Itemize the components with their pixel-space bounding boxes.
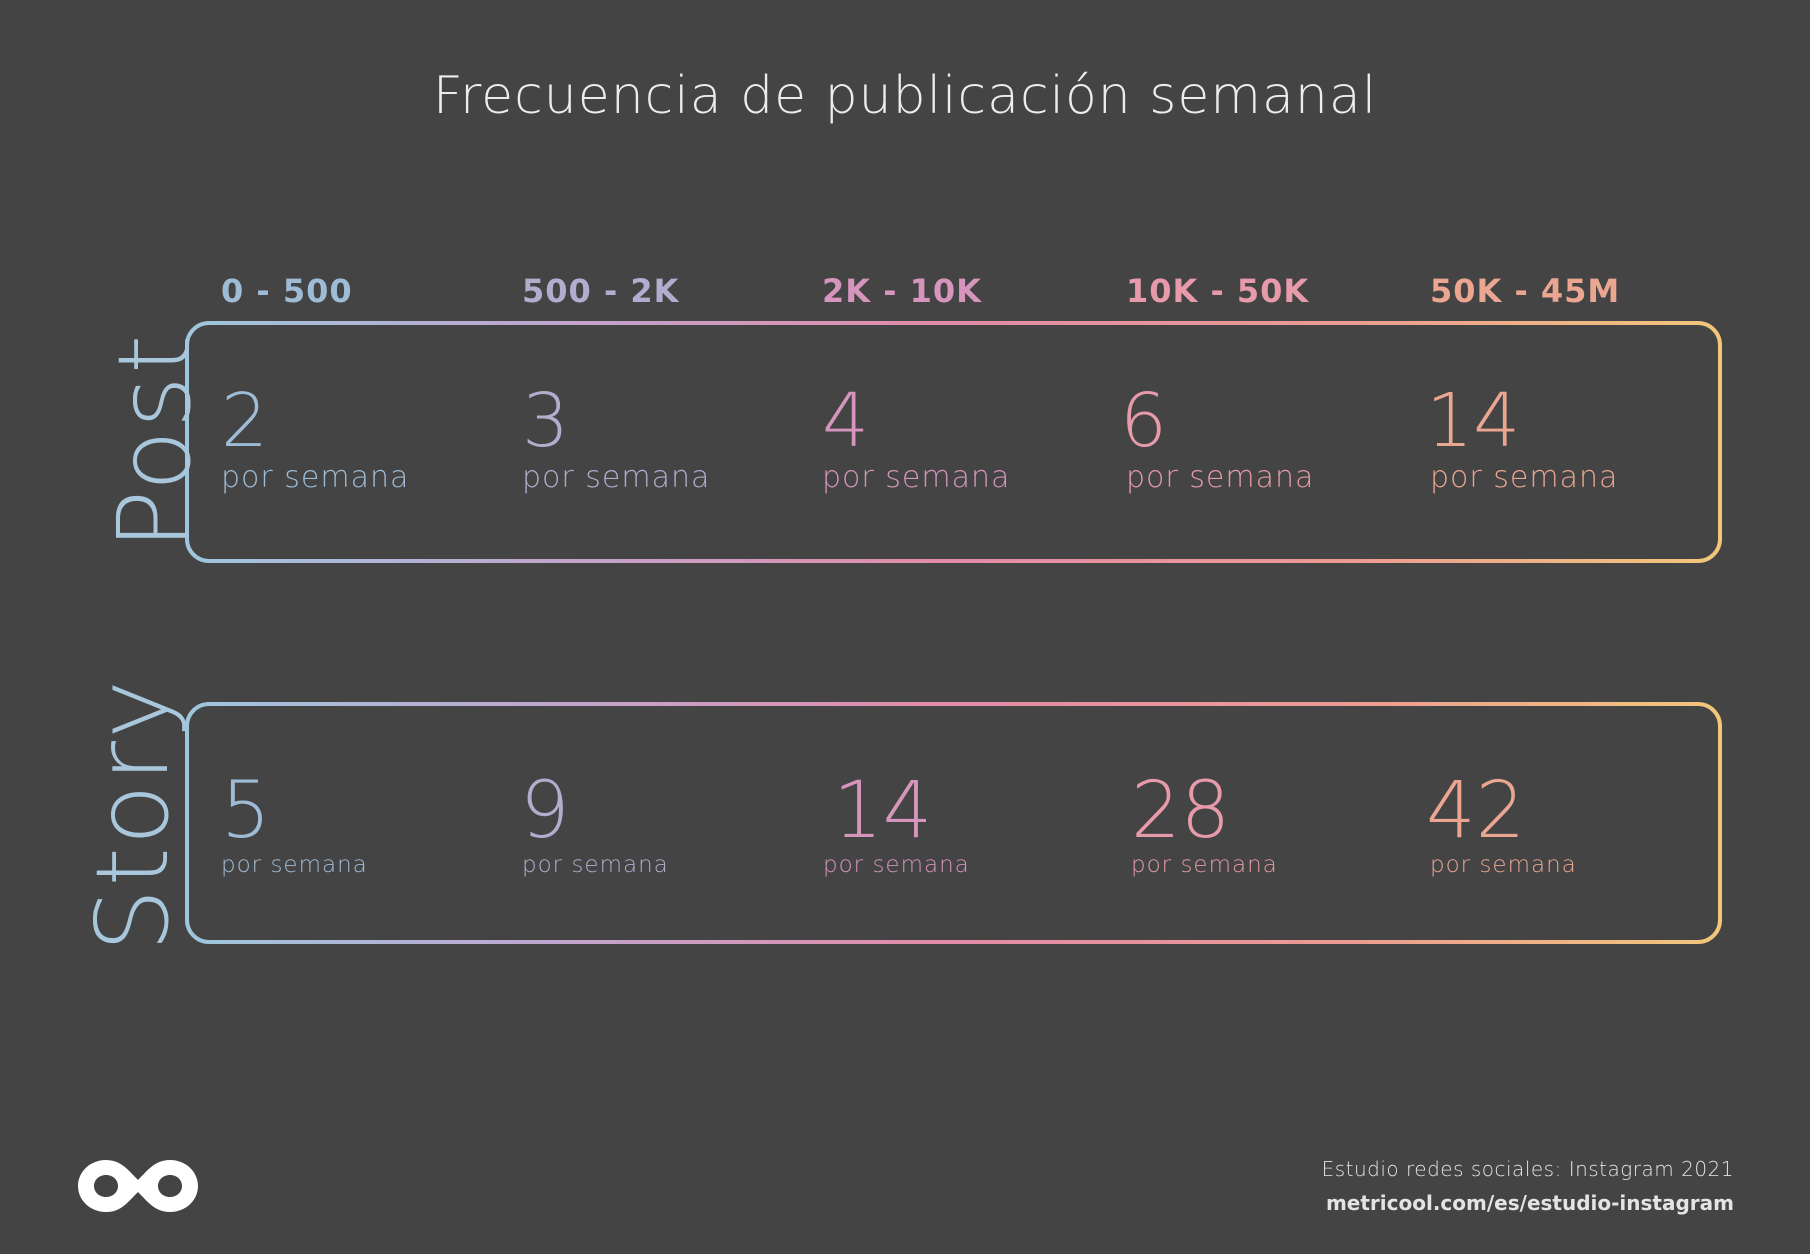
story-value: 9 [520,766,570,856]
story-value: 5 [221,766,271,856]
story-value: 14 [833,766,933,856]
range-label: 2K - 10K [822,272,982,310]
story-unit: por semana [1131,852,1278,878]
story-cell: 5 por semana [221,772,368,878]
story-cell: 42 por semana [1426,772,1577,878]
post-value: 2 [221,378,269,464]
post-unit: por semana [1430,460,1619,495]
range-label: 500 - 2K [522,272,680,310]
row-label-story: Story [74,677,191,952]
story-value: 28 [1131,766,1231,856]
post-value: 14 [1426,378,1521,464]
post-cell: 4 por semana [822,384,1010,495]
range-label: 0 - 500 [221,272,353,310]
story-cell: 14 por semana [823,766,970,878]
post-value: 6 [1120,378,1168,464]
post-cell: 3 por semana [522,384,710,495]
story-unit: por semana [823,852,970,878]
story-cell: 28 por semana [1131,772,1278,878]
story-unit: por semana [1430,852,1577,878]
post-value: 4 [822,378,870,464]
post-frame [185,321,1722,563]
story-cell: 9 por semana [520,772,669,878]
row-label-post: Post [96,332,213,550]
post-unit: por semana [221,460,410,495]
range-label: 50K - 45M [1430,272,1621,310]
story-unit: por semana [221,852,368,878]
post-cell: 2 por semana [221,384,409,495]
range-label: 10K - 50K [1126,272,1310,310]
follower-ranges: 0 - 500 500 - 2K 2K - 10K 10K - 50K 50K … [0,272,1810,312]
page-title: Frecuencia de publicación semanal [432,66,1378,126]
story-value: 42 [1426,766,1526,856]
post-unit: por semana [822,460,1011,495]
story-unit: por semana [522,852,669,878]
study-source: Estudio redes sociales: Instagram 2021 [1321,1157,1734,1181]
post-cell: 6 por semana [1120,384,1314,495]
source-link[interactable]: metricool.com/es/estudio-instagram [1325,1191,1734,1215]
metricool-logo-icon [78,1160,198,1212]
post-unit: por semana [522,460,711,495]
post-cell: 14 por semana [1426,384,1618,495]
post-unit: por semana [1126,460,1315,495]
post-value: 3 [522,378,570,464]
story-frame [185,702,1722,944]
